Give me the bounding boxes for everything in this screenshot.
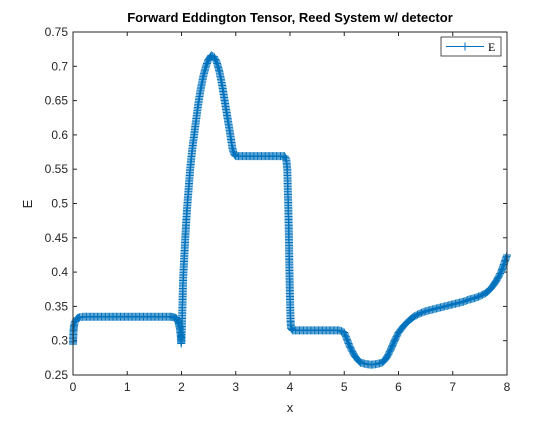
legend-marker <box>461 42 469 51</box>
x-tick-label: 2 <box>178 380 185 394</box>
series-layer <box>69 51 511 369</box>
x-tick-label: 1 <box>124 380 131 394</box>
axes-box <box>72 31 508 376</box>
y-tick-label: 0.25 <box>45 368 69 382</box>
x-tick-label: 5 <box>341 380 348 394</box>
x-tick-label: 4 <box>287 380 294 394</box>
y-tick-label: 0.7 <box>51 59 68 73</box>
x-tick-label: 8 <box>504 380 511 394</box>
data-point <box>382 353 391 362</box>
y-tick-label: 0.5 <box>51 197 68 211</box>
y-tick-label: 0.55 <box>45 162 69 176</box>
legend: E <box>440 36 502 57</box>
y-axis-label: E <box>20 199 35 208</box>
plot-area <box>73 32 507 375</box>
data-point <box>490 279 499 288</box>
y-tick-label: 0.35 <box>45 299 69 313</box>
y-tick-label: 0.65 <box>45 94 69 108</box>
x-tick-label: 3 <box>232 380 239 394</box>
x-axis-ticks: 0 1 2 3 4 5 6 7 8 <box>70 32 511 394</box>
x-tick-label: 6 <box>395 380 402 394</box>
y-tick-label: 0.45 <box>45 231 69 245</box>
x-tick-label: 0 <box>70 380 77 394</box>
y-tick-label: 0.4 <box>51 265 68 279</box>
x-tick-label: 7 <box>449 380 456 394</box>
y-tick-label: 0.75 <box>45 25 69 39</box>
y-tick-label: 0.3 <box>51 334 68 348</box>
chart-title: Forward Eddington Tensor, Reed System w/… <box>127 10 453 25</box>
x-axis-label: x <box>287 400 294 415</box>
legend-entry: E <box>488 40 495 54</box>
y-tick-label: 0.6 <box>51 128 68 142</box>
